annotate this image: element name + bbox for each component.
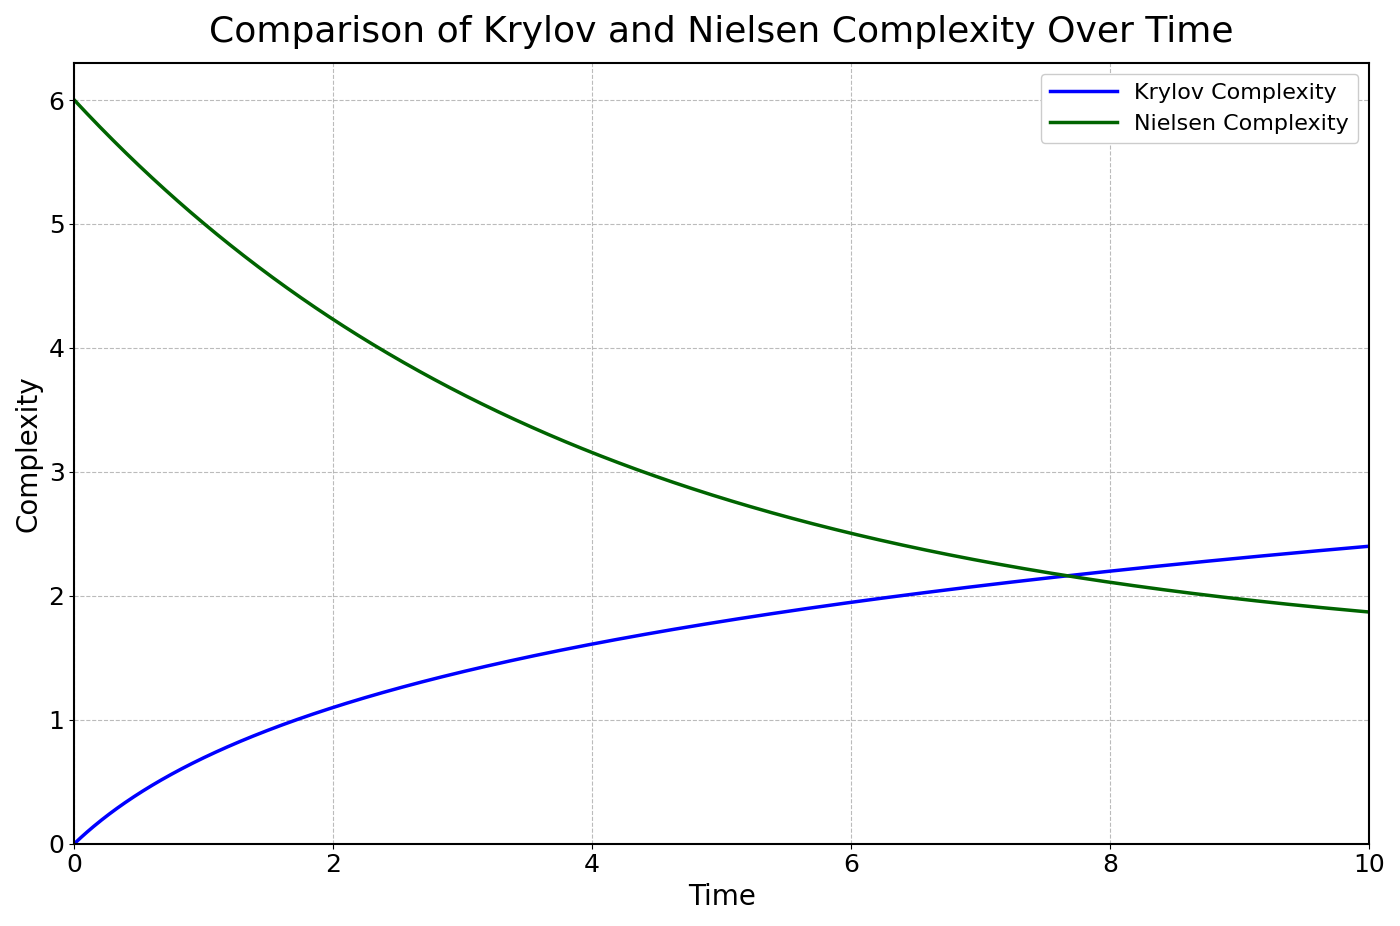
- Nielsen Complexity: [1361, 607, 1378, 618]
- Nielsen Complexity: [955, 552, 972, 563]
- Krylov Complexity: [1099, 566, 1116, 577]
- Krylov Complexity: [1361, 541, 1378, 552]
- X-axis label: Time: Time: [687, 883, 756, 911]
- Nielsen Complexity: [197, 220, 214, 232]
- Title: Comparison of Krylov and Nielsen Complexity Over Time: Comparison of Krylov and Nielsen Complex…: [210, 15, 1233, 49]
- Krylov Complexity: [636, 629, 652, 640]
- Nielsen Complexity: [636, 467, 652, 478]
- Nielsen Complexity: [66, 94, 83, 106]
- Y-axis label: Complexity: Complexity: [15, 375, 43, 532]
- Krylov Complexity: [66, 838, 83, 849]
- Nielsen Complexity: [1075, 573, 1092, 584]
- Line: Krylov Complexity: Krylov Complexity: [74, 546, 1369, 844]
- Krylov Complexity: [197, 751, 214, 762]
- Line: Nielsen Complexity: Nielsen Complexity: [74, 100, 1369, 612]
- Krylov Complexity: [1075, 569, 1092, 580]
- Krylov Complexity: [955, 582, 972, 594]
- Nielsen Complexity: [1099, 576, 1116, 587]
- Krylov Complexity: [589, 637, 606, 648]
- Nielsen Complexity: [589, 449, 606, 460]
- Legend: Krylov Complexity, Nielsen Complexity: Krylov Complexity, Nielsen Complexity: [1042, 74, 1358, 143]
